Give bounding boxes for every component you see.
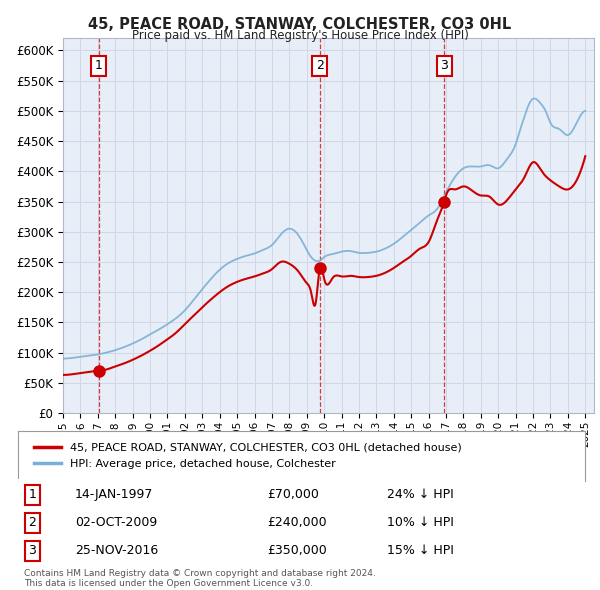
Legend: 45, PEACE ROAD, STANWAY, COLCHESTER, CO3 0HL (detached house), HPI: Average pric: 45, PEACE ROAD, STANWAY, COLCHESTER, CO3… xyxy=(29,438,467,473)
Text: 10% ↓ HPI: 10% ↓ HPI xyxy=(386,516,454,529)
Text: £70,000: £70,000 xyxy=(268,489,319,502)
Text: Price paid vs. HM Land Registry's House Price Index (HPI): Price paid vs. HM Land Registry's House … xyxy=(131,30,469,42)
Text: 25-NOV-2016: 25-NOV-2016 xyxy=(75,544,158,557)
Text: 1: 1 xyxy=(28,489,36,502)
Text: 2: 2 xyxy=(28,516,36,529)
Text: Contains HM Land Registry data © Crown copyright and database right 2024.
This d: Contains HM Land Registry data © Crown c… xyxy=(24,569,376,588)
Text: 45, PEACE ROAD, STANWAY, COLCHESTER, CO3 0HL: 45, PEACE ROAD, STANWAY, COLCHESTER, CO3… xyxy=(88,17,512,31)
Text: 3: 3 xyxy=(440,59,448,72)
Text: 3: 3 xyxy=(28,544,36,557)
Text: 14-JAN-1997: 14-JAN-1997 xyxy=(75,489,153,502)
Text: 2: 2 xyxy=(316,59,324,72)
Text: £240,000: £240,000 xyxy=(268,516,327,529)
Text: 1: 1 xyxy=(95,59,103,72)
Text: 02-OCT-2009: 02-OCT-2009 xyxy=(75,516,157,529)
Text: 15% ↓ HPI: 15% ↓ HPI xyxy=(386,544,454,557)
Text: 24% ↓ HPI: 24% ↓ HPI xyxy=(386,489,454,502)
Text: £350,000: £350,000 xyxy=(268,544,327,557)
